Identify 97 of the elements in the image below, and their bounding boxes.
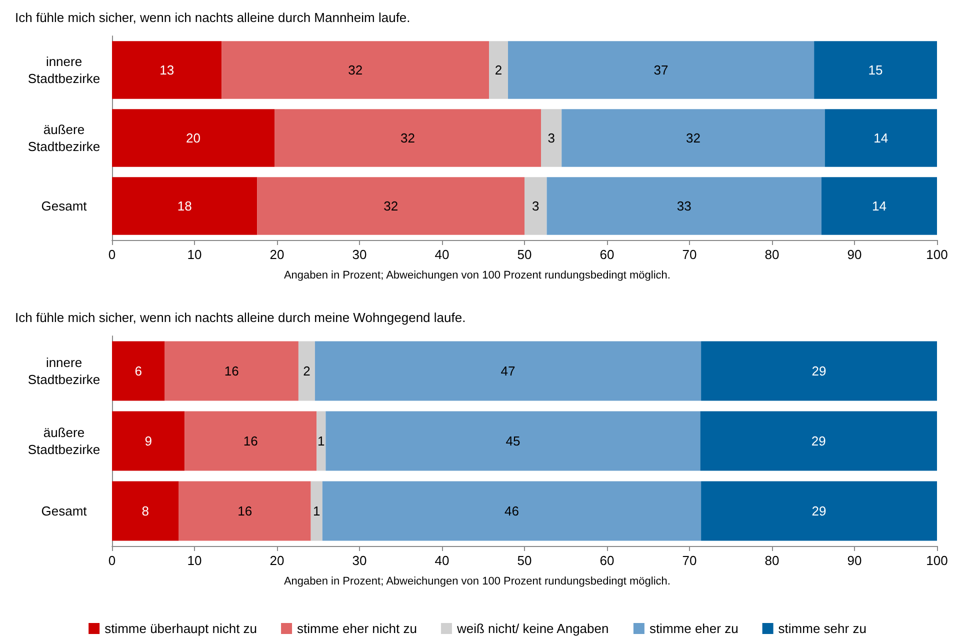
bar (700, 411, 937, 471)
bar (322, 481, 702, 541)
bar (112, 109, 275, 167)
bar (824, 109, 937, 167)
data-label: 47 (500, 364, 516, 378)
bar (112, 177, 258, 235)
bar (489, 41, 508, 99)
x-tick-label: 90 (847, 247, 862, 262)
x-tick-label: 10 (187, 553, 202, 568)
bar (316, 411, 326, 471)
bar (562, 109, 825, 167)
bar (112, 411, 185, 471)
bar (701, 481, 937, 541)
data-label: 2 (494, 62, 502, 78)
bar (814, 41, 937, 99)
data-label: 32 (400, 130, 415, 146)
legend-label: stimme eher zu (649, 621, 738, 636)
chart-title: Ich fühle mich sicher, wenn ich nachts alleine durch Mannheim laufe. (15, 10, 410, 25)
x-tick-label: 40 (434, 247, 450, 262)
y-tick-label: Gesamt (41, 198, 88, 214)
x-tick-label: 80 (764, 247, 780, 262)
bar (257, 177, 524, 235)
data-label: 32 (384, 198, 398, 214)
x-tick-label: 60 (600, 553, 614, 568)
data-label: 20 (186, 130, 200, 146)
bar (298, 341, 315, 401)
data-label: 3 (532, 198, 540, 214)
legend-label: stimme eher nicht zu (297, 621, 417, 636)
data-label: 46 (504, 504, 519, 518)
x-tick-label: 100 (926, 247, 948, 262)
chart-title: Ich fühle mich sicher, wenn ich nachts alleine durch meine Wohngegend laufe. (15, 310, 466, 325)
y-tick-label: äußere Stadtbezirke (28, 122, 100, 154)
x-tick-label: 20 (270, 553, 284, 568)
data-label: 18 (177, 198, 192, 214)
y-tick-label: äußere Stadtbezirke (28, 425, 100, 457)
data-label: 14 (872, 198, 886, 214)
bar (541, 109, 562, 167)
legend-label: stimme sehr zu (778, 621, 866, 636)
data-label: 14 (874, 130, 888, 146)
bar (822, 177, 937, 235)
data-label: 8 (142, 504, 150, 518)
data-label: 37 (654, 62, 668, 78)
x-tick-label: 70 (682, 553, 697, 568)
legend-label: weiß nicht/ keine Angaben (456, 621, 609, 636)
data-label: 16 (243, 434, 258, 448)
bar (184, 411, 317, 471)
x-tick-label: 30 (352, 247, 367, 262)
x-tick-label: 0 (108, 247, 116, 262)
data-label: 29 (811, 434, 826, 448)
data-label: 16 (238, 504, 252, 518)
data-label: 6 (134, 364, 142, 378)
data-label: 16 (224, 364, 239, 378)
data-label: 1 (318, 434, 325, 448)
x-tick-label: 0 (108, 553, 116, 568)
bar (314, 341, 702, 401)
x-tick-label: 10 (187, 247, 202, 262)
data-label: 13 (160, 62, 174, 78)
text: Angaben in Prozent; Abweichungen von 100 Prozent rundungsbedingt möglich. (284, 576, 670, 588)
data-label: 9 (144, 434, 152, 448)
x-tick-label: 30 (352, 553, 367, 568)
x-tick-label: 50 (517, 247, 532, 262)
data-label: 45 (506, 434, 520, 448)
legend-label: stimme überhaupt nicht zu (104, 621, 258, 636)
x-tick-label: 70 (682, 247, 697, 262)
data-label: 1 (312, 504, 320, 518)
data-label: 3 (548, 130, 555, 146)
x-tick-label: 40 (434, 553, 450, 568)
x-tick-label: 80 (764, 553, 780, 568)
bar (546, 177, 822, 235)
bar (112, 41, 222, 99)
data-label: 32 (686, 130, 700, 146)
x-tick-label: 50 (517, 553, 532, 568)
data-label: 29 (812, 364, 826, 378)
bar (274, 109, 541, 167)
data-label: 29 (812, 504, 826, 518)
bar (524, 177, 547, 235)
data-label: 33 (676, 198, 692, 214)
x-tick-label: 90 (847, 553, 862, 568)
bar (222, 41, 490, 99)
y-tick-label: Gesamt (41, 504, 88, 518)
bar (164, 341, 298, 401)
bar (178, 481, 311, 541)
bar (701, 341, 937, 401)
x-tick-label: 100 (926, 553, 948, 568)
bar (508, 41, 814, 99)
bar (310, 481, 322, 541)
data-label: 2 (303, 364, 310, 378)
data-label: 32 (348, 62, 363, 78)
data-label: 15 (868, 62, 883, 78)
x-tick-label: 60 (600, 247, 614, 262)
bar (112, 341, 165, 401)
x-tick-label: 20 (270, 247, 284, 262)
y-tick-label: innere Stadtbezirke (28, 54, 100, 86)
bar (112, 481, 179, 541)
text: Angaben in Prozent; Abweichungen von 100 Prozent rundungsbedingt möglich. (284, 270, 670, 282)
bar (326, 411, 700, 471)
y-tick-label: innere Stadtbezirke (28, 355, 100, 387)
